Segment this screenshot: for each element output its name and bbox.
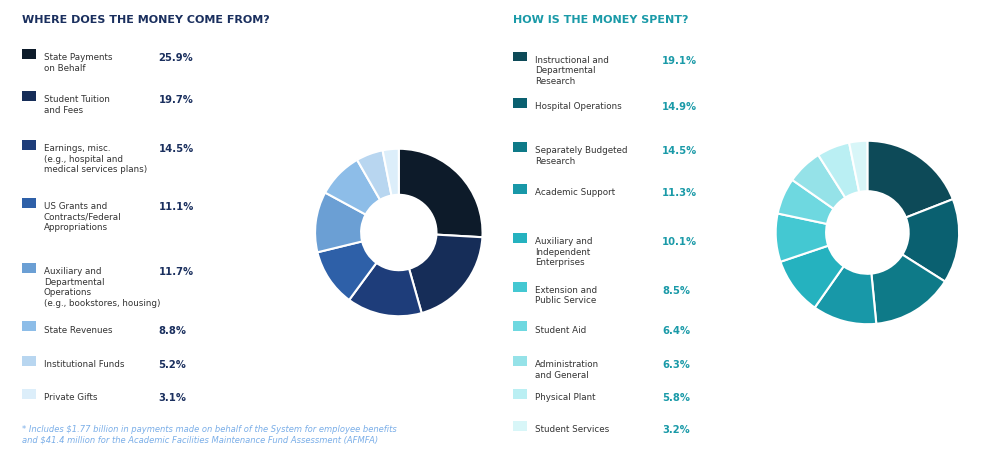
Text: 8.8%: 8.8% xyxy=(159,326,186,336)
Text: WHERE DOES THE MONEY COME FROM?: WHERE DOES THE MONEY COME FROM? xyxy=(22,15,269,25)
Text: Extension and
Public Service: Extension and Public Service xyxy=(535,286,597,306)
Wedge shape xyxy=(317,241,377,300)
Wedge shape xyxy=(349,263,422,316)
Text: 3.2%: 3.2% xyxy=(662,425,690,436)
Text: 3.1%: 3.1% xyxy=(159,393,186,403)
Text: 10.1%: 10.1% xyxy=(662,237,697,247)
Text: 11.3%: 11.3% xyxy=(662,188,697,199)
Text: Student Services: Student Services xyxy=(535,425,609,434)
Text: 5.2%: 5.2% xyxy=(159,360,186,371)
Text: Student Aid: Student Aid xyxy=(535,326,586,334)
Text: Hospital Operations: Hospital Operations xyxy=(535,102,622,111)
Text: Separately Budgeted
Research: Separately Budgeted Research xyxy=(535,146,628,166)
Wedge shape xyxy=(815,266,876,324)
Wedge shape xyxy=(778,180,833,224)
Text: Physical Plant: Physical Plant xyxy=(535,393,596,402)
Text: 14.9%: 14.9% xyxy=(662,102,697,113)
Wedge shape xyxy=(819,143,859,198)
Wedge shape xyxy=(409,235,483,313)
Text: Institutional Funds: Institutional Funds xyxy=(44,360,125,369)
Text: 11.7%: 11.7% xyxy=(159,267,193,278)
Text: 11.1%: 11.1% xyxy=(159,202,193,213)
Text: Earnings, misc.
(e.g., hospital and
medical services plans): Earnings, misc. (e.g., hospital and medi… xyxy=(44,144,148,174)
Wedge shape xyxy=(399,149,483,237)
Text: 25.9%: 25.9% xyxy=(159,53,193,64)
Wedge shape xyxy=(383,149,399,195)
Wedge shape xyxy=(781,246,843,307)
Text: HOW IS THE MONEY SPENT?: HOW IS THE MONEY SPENT? xyxy=(513,15,689,25)
Text: 14.5%: 14.5% xyxy=(662,146,697,157)
Text: 19.7%: 19.7% xyxy=(159,95,193,106)
Wedge shape xyxy=(325,160,380,214)
Text: Administration
and General: Administration and General xyxy=(535,360,599,380)
Text: Auxiliary and
Departmental
Operations
(e.g., bookstores, housing): Auxiliary and Departmental Operations (e… xyxy=(44,267,161,307)
Text: Instructional and
Departmental
Research: Instructional and Departmental Research xyxy=(535,56,609,86)
Text: US Grants and
Contracts/Federal
Appropriations: US Grants and Contracts/Federal Appropri… xyxy=(44,202,122,232)
Text: Auxiliary and
Independent
Enterprises: Auxiliary and Independent Enterprises xyxy=(535,237,593,267)
Text: State Payments
on Behalf: State Payments on Behalf xyxy=(44,53,113,73)
Text: 6.4%: 6.4% xyxy=(662,326,690,336)
Text: State Revenues: State Revenues xyxy=(44,326,113,334)
Text: 14.5%: 14.5% xyxy=(159,144,193,154)
Wedge shape xyxy=(871,254,945,324)
Text: Private Gifts: Private Gifts xyxy=(44,393,98,402)
Wedge shape xyxy=(793,155,845,209)
Text: Student Tuition
and Fees: Student Tuition and Fees xyxy=(44,95,110,115)
Text: 8.5%: 8.5% xyxy=(662,286,690,296)
Text: Academic Support: Academic Support xyxy=(535,188,615,197)
Text: 6.3%: 6.3% xyxy=(662,360,690,371)
Wedge shape xyxy=(776,213,829,262)
Wedge shape xyxy=(315,193,366,252)
Text: 19.1%: 19.1% xyxy=(662,56,697,66)
Wedge shape xyxy=(357,150,392,200)
Wedge shape xyxy=(867,141,953,218)
Text: 5.8%: 5.8% xyxy=(662,393,690,403)
Wedge shape xyxy=(902,199,959,281)
Text: * Includes $1.77 billion in payments made on behalf of the System for employee b: * Includes $1.77 billion in payments mad… xyxy=(22,425,397,445)
Wedge shape xyxy=(849,141,867,192)
